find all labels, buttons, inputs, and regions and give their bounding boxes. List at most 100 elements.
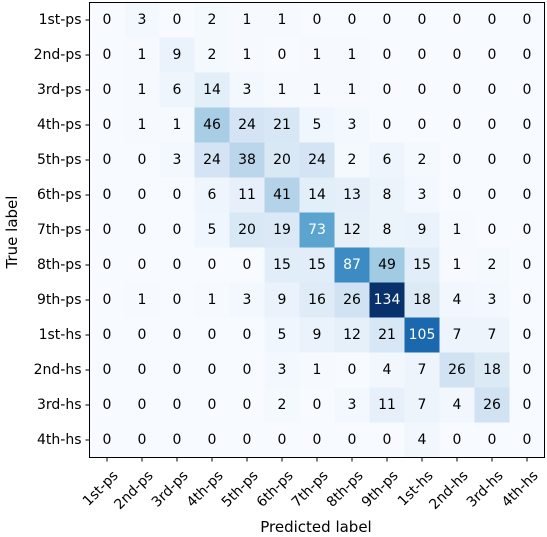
cell-value-label: 0 bbox=[313, 12, 322, 28]
heatmap-cell bbox=[194, 37, 230, 73]
cell-value-label: 0 bbox=[138, 327, 147, 343]
heatmap-cell bbox=[474, 212, 510, 248]
heatmap-cell bbox=[89, 352, 125, 388]
heatmap-cell bbox=[89, 2, 125, 38]
cell-value-label: 0 bbox=[138, 152, 147, 168]
cell-value-label: 1 bbox=[243, 47, 252, 63]
cell-value-label: 0 bbox=[103, 327, 112, 343]
heatmap-cell bbox=[299, 72, 335, 108]
heatmap-cell bbox=[474, 387, 510, 423]
cell-value-label: 46 bbox=[203, 117, 221, 133]
x-tick-label: 9th-ps bbox=[359, 468, 402, 511]
cell-value-label: 18 bbox=[483, 362, 501, 378]
cell-value-label: 0 bbox=[523, 187, 532, 203]
cell-value-label: 87 bbox=[343, 257, 361, 273]
heatmap-cell bbox=[369, 107, 405, 143]
heatmap-cell bbox=[299, 177, 335, 213]
heatmap-cell bbox=[334, 387, 370, 423]
y-tick-label: 3rd-hs bbox=[37, 397, 82, 413]
heatmap-cell bbox=[474, 247, 510, 283]
cell-value-label: 2 bbox=[488, 257, 497, 273]
x-tick-label: 5th-ps bbox=[219, 468, 262, 511]
heatmap-cell bbox=[159, 72, 195, 108]
heatmap-cell bbox=[299, 387, 335, 423]
heatmap-cell bbox=[299, 247, 335, 283]
heatmap-cell bbox=[334, 317, 370, 353]
cell-value-label: 0 bbox=[348, 362, 357, 378]
cell-value-label: 7 bbox=[418, 397, 427, 413]
cell-value-label: 0 bbox=[523, 222, 532, 238]
heatmap-cell bbox=[264, 387, 300, 423]
cell-value-label: 134 bbox=[374, 292, 401, 308]
cell-value-label: 4 bbox=[418, 432, 427, 448]
cell-value-label: 0 bbox=[243, 257, 252, 273]
cell-value-label: 5 bbox=[278, 327, 287, 343]
cell-value-label: 0 bbox=[138, 257, 147, 273]
heatmap-cell bbox=[474, 107, 510, 143]
cell-value-label: 0 bbox=[138, 397, 147, 413]
cell-value-label: 0 bbox=[383, 432, 392, 448]
heatmap-cell bbox=[334, 2, 370, 38]
heatmap-cell bbox=[439, 37, 475, 73]
heatmap-cell bbox=[474, 282, 510, 318]
cell-value-label: 105 bbox=[409, 327, 436, 343]
heatmap-cell bbox=[509, 177, 545, 213]
cell-value-label: 0 bbox=[103, 12, 112, 28]
heatmap-cell bbox=[229, 37, 265, 73]
heatmap-cell bbox=[124, 72, 160, 108]
heatmap-cell bbox=[89, 212, 125, 248]
y-axis-ticks: 1st-ps 2nd-ps 3rd-ps 4th-ps 5th-ps 6th-ps 7th-… bbox=[34, 12, 90, 448]
heatmap-cell bbox=[509, 212, 545, 248]
heatmap-cell bbox=[404, 212, 440, 248]
cell-value-label: 0 bbox=[488, 152, 497, 168]
heatmap-cell bbox=[509, 422, 545, 458]
y-tick-label: 7th-ps bbox=[37, 222, 82, 238]
cell-value-label: 0 bbox=[488, 222, 497, 238]
cell-value-label: 5 bbox=[313, 117, 322, 133]
heatmap-cell bbox=[299, 317, 335, 353]
cell-value-label: 1 bbox=[243, 12, 252, 28]
cell-value-label: 0 bbox=[488, 432, 497, 448]
cell-value-label: 0 bbox=[523, 292, 532, 308]
heatmap-cell bbox=[229, 107, 265, 143]
cell-value-label: 0 bbox=[243, 362, 252, 378]
cell-value-label: 20 bbox=[273, 152, 291, 168]
cell-value-label: 0 bbox=[418, 117, 427, 133]
x-tick-label: 2nd-ps bbox=[111, 468, 156, 513]
cell-value-label: 7 bbox=[453, 327, 462, 343]
cell-value-label: 24 bbox=[238, 117, 256, 133]
cell-value-label: 12 bbox=[343, 327, 361, 343]
heatmap-cell bbox=[124, 422, 160, 458]
heatmap-cell bbox=[159, 2, 195, 38]
cell-value-label: 0 bbox=[173, 432, 182, 448]
cell-value-label: 24 bbox=[203, 152, 221, 168]
cell-value-label: 0 bbox=[418, 12, 427, 28]
heatmap-cell bbox=[474, 142, 510, 178]
cell-value-label: 3 bbox=[348, 397, 357, 413]
heatmap-cell bbox=[89, 317, 125, 353]
heatmap-cell bbox=[124, 107, 160, 143]
cell-value-label: 12 bbox=[343, 222, 361, 238]
y-tick-label: 5th-ps bbox=[37, 152, 82, 168]
heatmap-cell bbox=[229, 282, 265, 318]
heatmap-cell bbox=[229, 2, 265, 38]
cell-value-label: 0 bbox=[103, 432, 112, 448]
cell-value-label: 11 bbox=[238, 187, 256, 203]
heatmap-cell bbox=[509, 317, 545, 353]
cell-value-label: 9 bbox=[278, 292, 287, 308]
cell-value-label: 0 bbox=[523, 257, 532, 273]
cell-value-label: 0 bbox=[208, 327, 217, 343]
cell-value-label: 9 bbox=[313, 327, 322, 343]
cell-value-label: 3 bbox=[173, 152, 182, 168]
cell-value-label: 0 bbox=[488, 187, 497, 203]
heatmap-cell bbox=[439, 247, 475, 283]
y-tick-label: 4th-ps bbox=[37, 117, 82, 133]
cell-value-label: 0 bbox=[523, 397, 532, 413]
heatmap-cell bbox=[474, 422, 510, 458]
heatmap-cell bbox=[369, 317, 405, 353]
y-tick-label: 2nd-ps bbox=[34, 47, 82, 63]
cell-value-label: 0 bbox=[383, 117, 392, 133]
y-tick-label: 9th-ps bbox=[37, 292, 82, 308]
heatmap-cell bbox=[299, 352, 335, 388]
cell-value-label: 0 bbox=[173, 257, 182, 273]
